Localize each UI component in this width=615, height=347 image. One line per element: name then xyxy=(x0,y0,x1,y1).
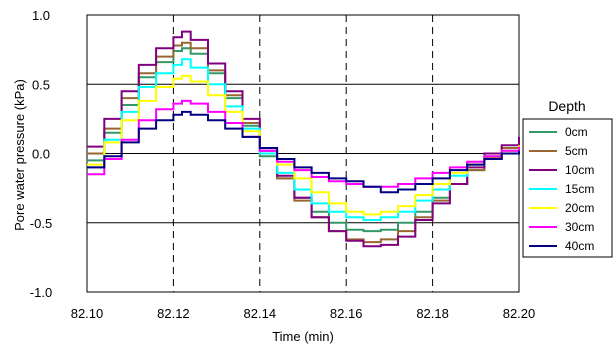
x-tick-label: 82.10 xyxy=(71,306,104,321)
y-tick-label: 1.0 xyxy=(32,8,50,23)
legend: 0cm 5cm 10cm 15cm 20cm 30cm 40cm xyxy=(522,118,613,258)
y-tick-labels: 1.0 0.5 0.0 -0.5 -1.0 xyxy=(30,8,52,300)
legend-entries: 0cm 5cm 10cm 15cm 20cm 30cm 40cm xyxy=(529,125,594,253)
x-tick-label: 82.14 xyxy=(244,306,277,321)
legend-label-15cm: 15cm xyxy=(565,182,594,196)
plot-area xyxy=(86,14,520,293)
y-axis-title: Pore water pressure (kPa) xyxy=(12,79,27,231)
x-tick-label: 82.18 xyxy=(416,306,449,321)
series-line-20cm xyxy=(87,74,520,216)
series-line-40cm xyxy=(87,110,520,194)
legend-label-20cm: 20cm xyxy=(565,201,594,215)
legend-label-5cm: 5cm xyxy=(565,144,588,158)
y-tick-label: -0.5 xyxy=(30,216,52,231)
legend-label-30cm: 30cm xyxy=(565,220,594,234)
legend-label-10cm: 10cm xyxy=(565,163,594,177)
legend-title: Depth xyxy=(548,98,585,114)
series-lines xyxy=(87,30,520,248)
x-tick-label: 82.16 xyxy=(330,306,363,321)
series-line-10cm xyxy=(87,30,520,248)
x-tick-label: 82.20 xyxy=(503,306,536,321)
x-tick-label: 82.12 xyxy=(157,306,190,321)
x-axis-title: Time (min) xyxy=(272,329,334,344)
x-tick-labels: 82.10 82.12 82.14 82.16 82.18 82.20 xyxy=(71,306,536,321)
y-tick-label: 0.0 xyxy=(32,147,50,162)
y-tick-label: 0.5 xyxy=(32,77,50,92)
y-tick-label: -1.0 xyxy=(30,285,52,300)
legend-label-40cm: 40cm xyxy=(565,239,594,253)
grid-lines xyxy=(87,15,519,292)
legend-label-0cm: 0cm xyxy=(565,125,588,139)
